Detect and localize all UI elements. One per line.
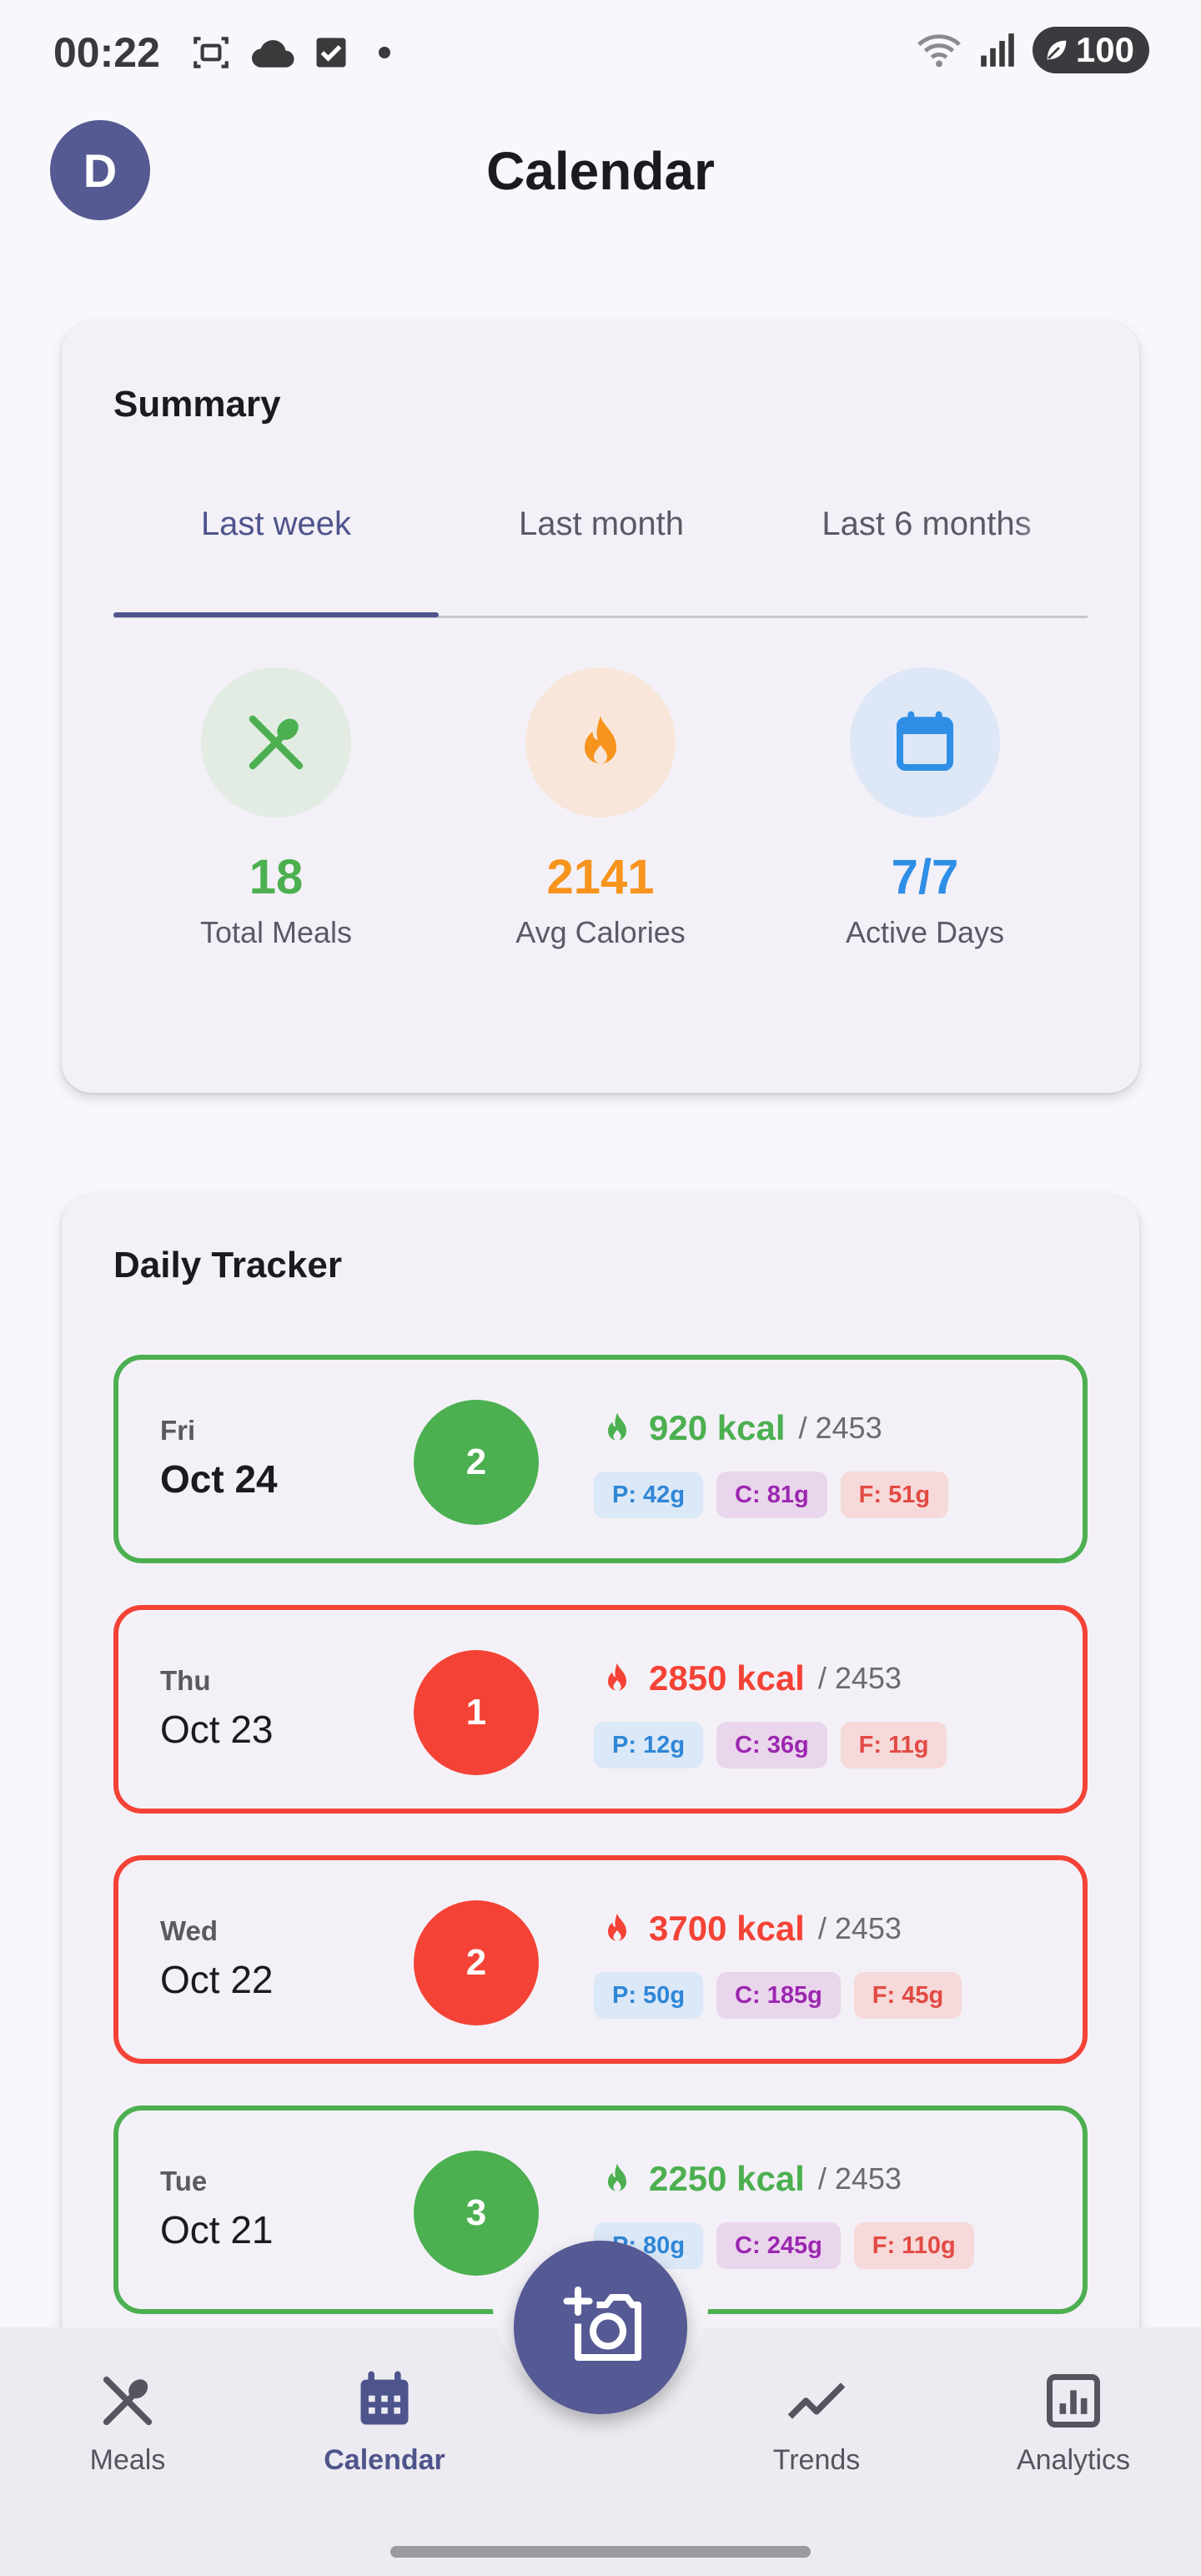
day-date: Oct 24 [160,1457,278,1501]
carbs-chip: C: 36g [716,1722,827,1768]
summary-title: Summary [113,384,281,425]
kcal-target: / 2453 [817,1911,902,1945]
nav-label: Calendar [324,2444,445,2476]
kcal-value: 2850 kcal [649,1658,805,1698]
fat-chip: F: 110g [853,2222,974,2269]
nav-item-trends[interactable]: Trends [716,2367,917,2477]
fat-chip: F: 11g [840,1722,947,1768]
carbs-chip: C: 81g [716,1472,827,1518]
cloud-icon [251,40,294,68]
add-photo-camera-icon [563,2286,642,2362]
profile-avatar[interactable]: D [50,120,150,220]
day-row[interactable]: Wed Oct 22 2 3700 kcal / 2453 P: 50g C: … [113,1855,1088,2064]
stat-label: Active Days [845,915,1005,949]
day-date: Oct 23 [160,1708,274,1751]
stat-value: 18 [249,850,304,904]
screenshot-icon [193,37,229,68]
page-title: Calendar [486,141,715,201]
day-of-week: Fri [160,1415,196,1446]
day-row[interactable]: Thu Oct 23 1 2850 kcal / 2453 P: 12g C: … [113,1605,1088,1814]
stat-avg-calories: 2141 Avg Calories [438,667,763,950]
battery-indicator: 100 [1032,27,1149,73]
day-row[interactable]: Fri Oct 24 2 920 kcal / 2453 P: 42g C: 8… [113,1355,1088,1563]
kcal-value: 3700 kcal [649,1909,805,1948]
protein-chip: P: 50g [594,1972,704,2019]
tab-divider [113,616,1088,618]
day-of-week: Thu [160,1665,211,1696]
notification-dot-icon [379,47,390,58]
battery-saver-leaf-icon [1047,40,1067,60]
stat-label: Total Meals [199,915,353,949]
day-date: Oct 22 [160,1958,274,2001]
flame-icon [585,716,616,764]
flame-icon [608,1663,626,1691]
kcal-value: 920 kcal [649,1408,786,1447]
tab-active-indicator [113,612,439,617]
flame-icon [608,1913,626,1941]
kcal-target: / 2453 [817,1661,902,1695]
stat-value: 2141 [546,850,655,904]
stat-label: Avg Calories [515,915,686,949]
calendar-icon [897,711,953,771]
nav-label: Analytics [1016,2444,1131,2476]
kcal-value: 2250 kcal [649,2159,805,2198]
carbs-chip: C: 245g [716,2222,841,2269]
home-indicator[interactable] [390,2546,811,2558]
nav-item-analytics[interactable]: Analytics [973,2367,1173,2477]
kcal-target: / 2453 [817,2161,902,2196]
day-date: Oct 21 [160,2208,274,2251]
status-time: 00:22 [53,29,160,76]
wifi-icon [917,34,961,68]
protein-chip: P: 42g [594,1472,704,1518]
flame-icon [608,2163,626,2191]
fat-chip: F: 51g [840,1472,949,1518]
tab-last-6-months[interactable]: Last 6 months [822,505,1032,542]
day-of-week: Wed [160,1915,219,1946]
nav-item-calendar[interactable]: Calendar [284,2367,485,2477]
meal-count-badge: 1 [414,1650,539,1775]
meal-count-badge: 2 [414,1900,539,2025]
bar-chart-icon [1047,2374,1100,2428]
tabs-scroll-fade [1013,489,1088,559]
nav-label: Trends [772,2444,861,2476]
tab-last-week[interactable]: Last week [200,505,352,542]
meal-count-badge: 3 [414,2151,539,2276]
nav-item-meals[interactable]: Meals [28,2367,228,2477]
day-of-week: Tue [160,2166,208,2196]
battery-level: 100 [1075,30,1134,69]
fat-chip: F: 45g [853,1972,962,2019]
stat-value: 7/7 [891,850,959,904]
stat-icon-circle [201,667,351,818]
tab-last-month[interactable]: Last month [519,505,684,542]
add-photo-fab[interactable] [514,2241,687,2414]
protein-chip: P: 12g [594,1722,704,1768]
utensils-icon [249,715,304,770]
calendar-icon [360,2371,409,2425]
summary-card: Summary Last week Last month Last 6 mont… [62,322,1139,1093]
kcal-target: / 2453 [798,1411,882,1445]
utensils-icon [103,2376,153,2426]
nav-label: Meals [89,2444,166,2476]
checkbox-icon [316,38,346,68]
meal-count-badge: 2 [414,1400,539,1525]
trend-line-icon [787,2382,846,2419]
summary-period-tabs: Last week Last month Last 6 months [113,489,1088,559]
status-bar: 00:22 100 [0,0,1201,100]
flame-icon [608,1412,626,1441]
stat-active-days: 7/7 Active Days [762,667,1088,950]
stat-icon-circle [525,667,676,818]
daily-tracker-title: Daily Tracker [113,1245,342,1285]
carbs-chip: C: 185g [716,1972,841,2019]
stat-total-meals: 18 Total Meals [113,667,439,950]
stat-icon-circle [850,667,1000,818]
signal-icon [981,33,1014,67]
